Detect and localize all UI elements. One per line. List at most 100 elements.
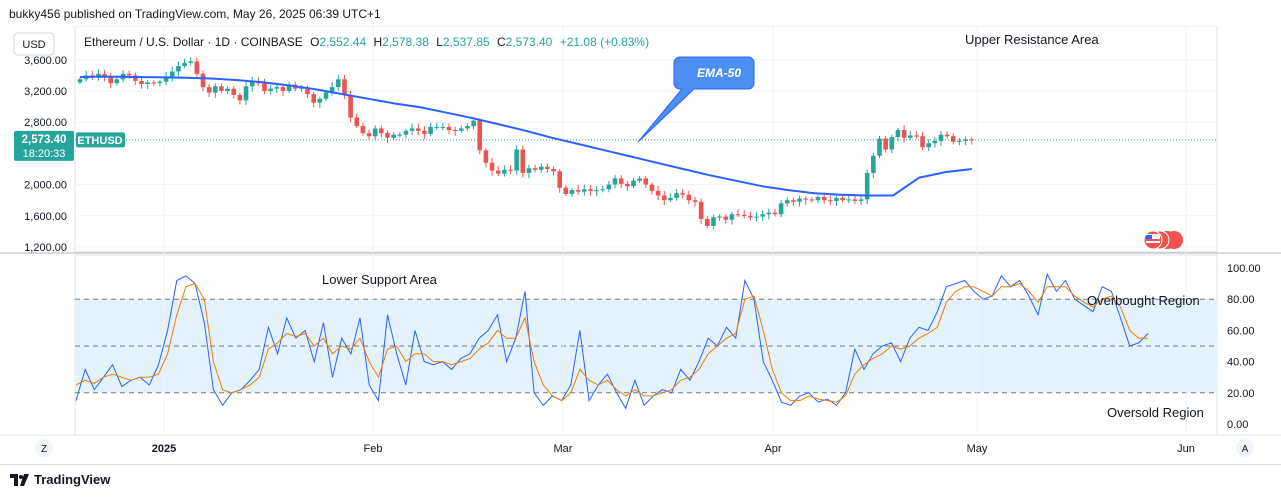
candle-body	[907, 135, 913, 138]
candle-body	[612, 178, 618, 185]
candle-body	[538, 166, 544, 170]
candle-body	[194, 61, 200, 74]
candle-body	[717, 216, 722, 218]
high-value: 2,578.38	[382, 35, 429, 49]
candle-body	[698, 201, 704, 219]
candle-body	[951, 136, 956, 142]
candle-body	[969, 139, 975, 141]
candle-body	[754, 216, 759, 218]
candle-body	[877, 138, 882, 156]
candle-body	[655, 190, 661, 196]
change-value: +21.08 (+0.83%)	[560, 35, 649, 49]
candle-body	[692, 200, 698, 202]
candle-body	[711, 217, 716, 226]
stochastic-d-line	[75, 282, 1148, 403]
time-gridlines	[163, 26, 1187, 435]
candle-body	[563, 187, 569, 194]
candle-body	[305, 87, 310, 95]
a-button[interactable]: A	[1236, 439, 1254, 457]
candle-body	[262, 83, 267, 91]
candle-body	[415, 128, 421, 131]
candle-body	[557, 171, 562, 188]
close-label: C	[497, 35, 506, 49]
candle-body	[895, 130, 901, 138]
candle-body	[649, 184, 655, 191]
candle-body	[840, 197, 845, 201]
time-tick-label: Jun	[1177, 443, 1195, 455]
candle-body	[668, 197, 673, 201]
price-tick-label: 2,800.00	[24, 117, 67, 129]
oscillator-tick-label: 0.00	[1227, 419, 1248, 431]
bar-countdown: 18:20:33	[23, 148, 66, 160]
candle-body	[772, 212, 778, 215]
candle-body	[409, 128, 415, 131]
candle-body	[914, 135, 919, 137]
tradingview-logo[interactable]: TradingView	[10, 472, 110, 487]
candle-body	[643, 178, 649, 185]
candle-body	[446, 126, 452, 130]
candle-body	[545, 166, 550, 169]
candle-body	[323, 92, 329, 99]
candle-body	[280, 87, 286, 91]
candle-body	[213, 86, 218, 93]
tradingview-logo-text: TradingView	[34, 472, 111, 487]
candle-body	[268, 88, 273, 91]
candle-body	[108, 76, 114, 84]
time-tick-label: Feb	[364, 443, 383, 455]
candle-body	[440, 126, 446, 128]
oscillator-tick-label: 40.00	[1227, 357, 1255, 369]
candle-body	[766, 212, 772, 215]
price-tick-label: 1,200.00	[24, 242, 67, 254]
candle-body	[237, 94, 243, 101]
last-price-tag: 2,573.40 18:20:33 ETHUSD	[14, 130, 125, 161]
ema-callout: EMA-50	[637, 56, 755, 143]
candle-body	[803, 198, 808, 200]
candle-body	[957, 140, 962, 142]
candle-body	[354, 117, 360, 127]
candle-body	[274, 87, 280, 89]
candle-body	[926, 143, 931, 148]
candle-body	[846, 199, 852, 201]
price-axis[interactable]: 1,200.00 1,600.00 2,000.00 2,800.00 3,200.00…	[24, 55, 67, 254]
currency-button[interactable]: USD	[13, 32, 55, 56]
candle-body	[299, 87, 304, 89]
us-flag-icon[interactable]	[1143, 230, 1183, 250]
price-pane[interactable]	[74, 26, 1218, 253]
candle-body	[249, 81, 255, 87]
price-tick-label: 2,000.00	[24, 180, 67, 192]
open-value: 2,552.44	[319, 35, 366, 49]
candle-body	[864, 172, 870, 200]
candle-body	[526, 168, 532, 173]
candle-body	[625, 183, 630, 187]
candle-body	[741, 215, 747, 217]
low-label: L	[436, 35, 443, 49]
price-tick-label: 3,200.00	[24, 86, 67, 98]
chart-canvas[interactable]: 1,200.00 1,600.00 2,000.00 2,800.00 3,200.00…	[0, 26, 1281, 464]
candle-body	[674, 193, 679, 198]
candle-body	[77, 79, 83, 83]
candle-body	[797, 198, 802, 202]
candle-body	[434, 126, 439, 128]
candle-body	[336, 79, 341, 88]
candle-body	[588, 189, 593, 191]
candle-body	[182, 62, 187, 67]
candle-body	[551, 169, 556, 172]
candle-body	[483, 150, 489, 163]
candle-body	[735, 214, 741, 216]
oscillator-grid	[75, 298, 1217, 394]
z-button[interactable]: Z	[35, 439, 53, 457]
candle-body	[569, 190, 575, 194]
candle-body	[219, 86, 224, 91]
candle-body	[594, 190, 599, 192]
candle-body	[145, 82, 150, 84]
oscillator-axis[interactable]: 0.00 20.00 40.00 60.00 80.00 100.00	[1227, 263, 1261, 431]
candle-body	[428, 126, 433, 134]
tradingview-logo-icon	[10, 473, 29, 486]
time-axis[interactable]: 2025 Feb Mar Apr May Jun	[152, 443, 1195, 455]
candle-body	[852, 199, 858, 201]
candle-body	[231, 88, 237, 95]
candle-body	[748, 215, 753, 218]
time-tick-label: Mar	[554, 443, 573, 455]
candle-body	[489, 162, 495, 171]
candle-body	[514, 149, 519, 171]
